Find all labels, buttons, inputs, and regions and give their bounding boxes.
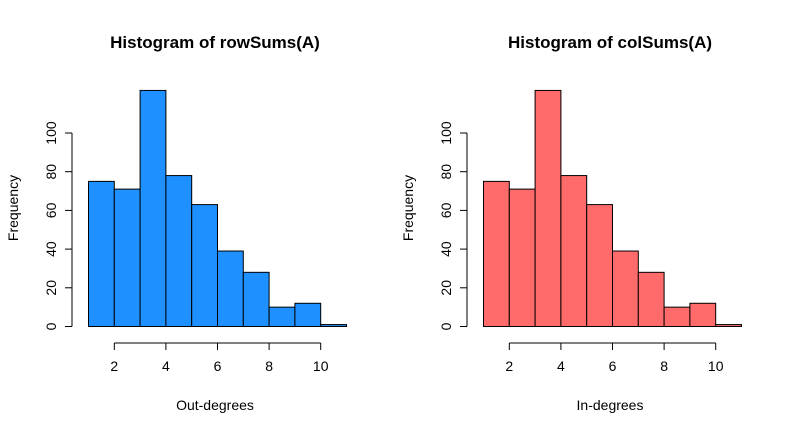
y-tick-label: 60 bbox=[43, 202, 59, 218]
x-tick-label: 8 bbox=[660, 358, 668, 374]
x-tick-label: 10 bbox=[708, 358, 724, 374]
y-tick-label: 40 bbox=[43, 241, 59, 257]
histogram-bar bbox=[268, 306, 296, 327]
histogram-bar bbox=[508, 188, 536, 327]
histogram-bar bbox=[637, 271, 665, 328]
histogram-bar bbox=[586, 204, 614, 327]
histogram-bar bbox=[88, 180, 115, 327]
x-axis-label: Out-degrees bbox=[176, 397, 254, 413]
x-tick-label: 2 bbox=[110, 358, 118, 374]
histogram-bar bbox=[320, 324, 348, 328]
x-tick-label: 4 bbox=[162, 358, 170, 374]
histogram-bar bbox=[483, 180, 510, 327]
histogram-bar bbox=[113, 188, 141, 327]
histogram-bar bbox=[689, 302, 717, 327]
y-tick-label: 80 bbox=[43, 164, 59, 180]
histogram-bar bbox=[560, 175, 588, 327]
y-tick-label: 60 bbox=[438, 202, 454, 218]
y-tick-label: 40 bbox=[438, 241, 454, 257]
histogram-bar bbox=[534, 89, 562, 328]
histogram-bar bbox=[612, 250, 639, 327]
histogram-bar bbox=[217, 250, 244, 327]
x-tick-label: 6 bbox=[609, 358, 617, 374]
y-tick-label: 100 bbox=[43, 121, 59, 145]
histogram-panel-out-degrees: Histogram of rowSums(A) Out-degrees Freq… bbox=[5, 33, 348, 413]
x-tick-label: 4 bbox=[557, 358, 565, 374]
x-tick-label: 6 bbox=[214, 358, 222, 374]
histogram-bar bbox=[294, 302, 322, 327]
chart-title: Histogram of rowSums(A) bbox=[110, 33, 320, 52]
x-tick-label: 8 bbox=[265, 358, 273, 374]
y-axis-label: Frequency bbox=[5, 175, 21, 241]
x-axis-label: In-degrees bbox=[577, 397, 644, 413]
y-tick-label: 0 bbox=[43, 322, 59, 330]
y-tick-label: 20 bbox=[43, 280, 59, 296]
histogram-bar bbox=[663, 306, 691, 327]
histogram-bar bbox=[139, 89, 167, 328]
chart-title: Histogram of colSums(A) bbox=[508, 33, 712, 52]
histogram-bar bbox=[191, 204, 218, 327]
x-tick-label: 2 bbox=[505, 358, 513, 374]
y-tick-label: 0 bbox=[438, 322, 454, 330]
histogram-panel-in-degrees: Histogram of colSums(A) In-degrees Frequ… bbox=[400, 33, 743, 413]
y-tick-label: 80 bbox=[438, 164, 454, 180]
y-axis-label: Frequency bbox=[400, 175, 416, 241]
x-tick-label: 10 bbox=[313, 358, 329, 374]
histogram-bar bbox=[715, 324, 743, 328]
y-tick-label: 100 bbox=[438, 121, 454, 145]
y-tick-label: 20 bbox=[438, 280, 454, 296]
histogram-bar bbox=[242, 271, 270, 328]
histogram-bar bbox=[165, 175, 193, 327]
